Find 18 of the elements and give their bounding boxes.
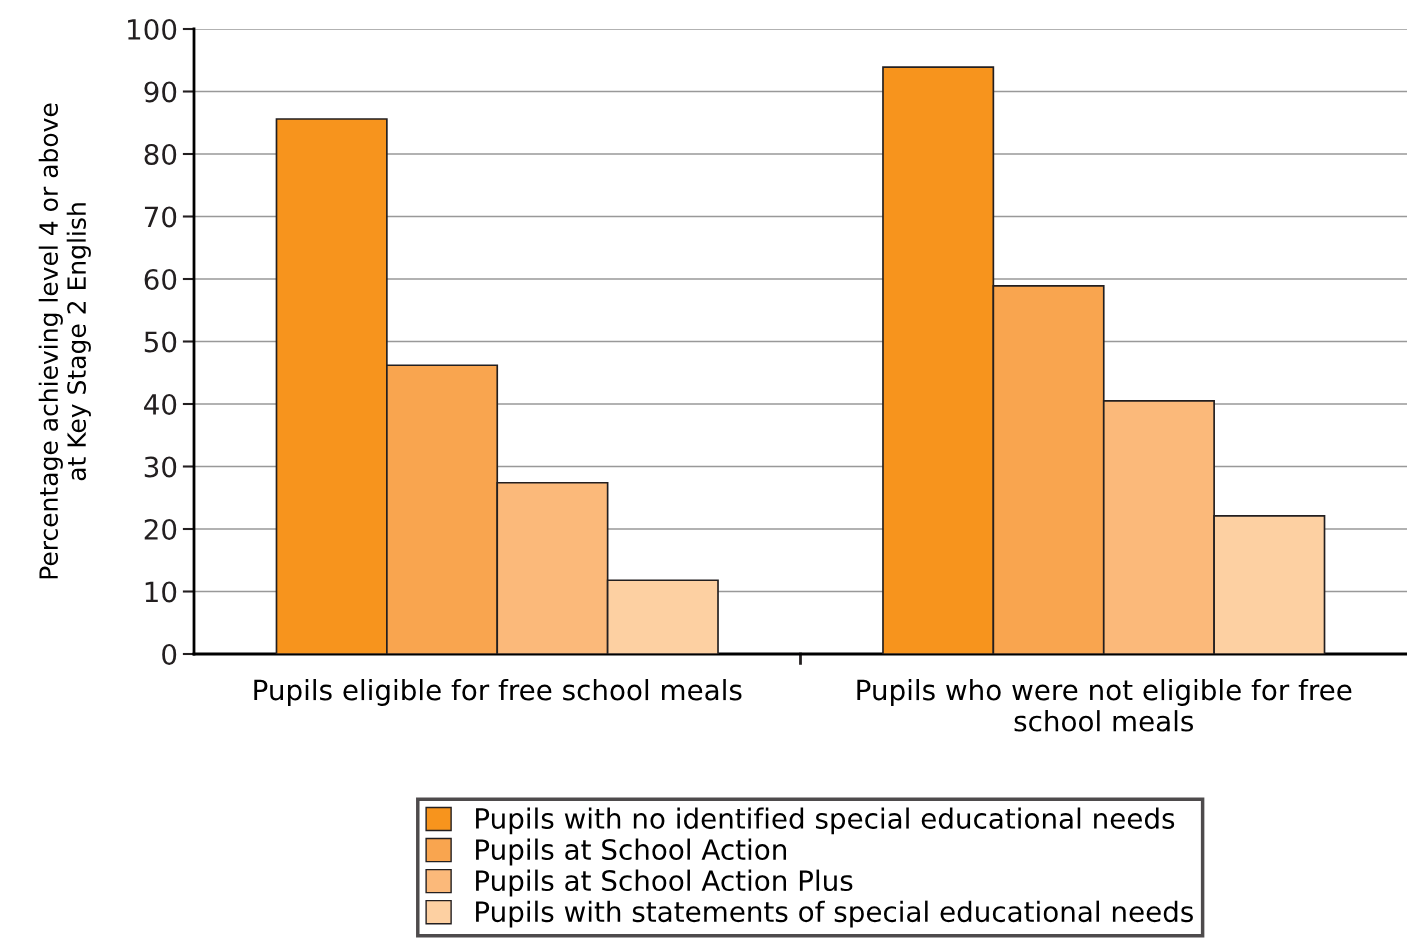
y-tick-label: 60 (144, 268, 177, 290)
y-tick-label: 90 (144, 81, 177, 103)
x-tick-label: Pupils eligible for free school meals (254, 679, 742, 706)
y-tick-label: 40 (144, 393, 177, 415)
x-tick-label: Pupils who were not eligible for free school meals (857, 679, 1352, 732)
y-tick-label: 30 (144, 456, 177, 478)
legend-label: Pupils with statements of special educational needs (476, 900, 1193, 928)
legend-label: Pupils at School Action Plus (476, 869, 853, 897)
y-tick-label: 20 (144, 518, 177, 540)
y-tick-label: 100 (128, 18, 177, 40)
y-tick-label: 70 (144, 206, 177, 228)
y-axis-title: Percentage achieving level 4 or above at Key Stage 2 English (38, 103, 91, 579)
legend-label: Pupils with no identified special educational needs (476, 807, 1175, 835)
y-tick-label: 10 (145, 581, 177, 603)
y-tick-label: 0 (162, 643, 177, 665)
y-tick-label: 50 (144, 331, 177, 353)
legend-label: Pupils at School Action (476, 838, 787, 866)
y-tick-label: 80 (144, 143, 177, 165)
